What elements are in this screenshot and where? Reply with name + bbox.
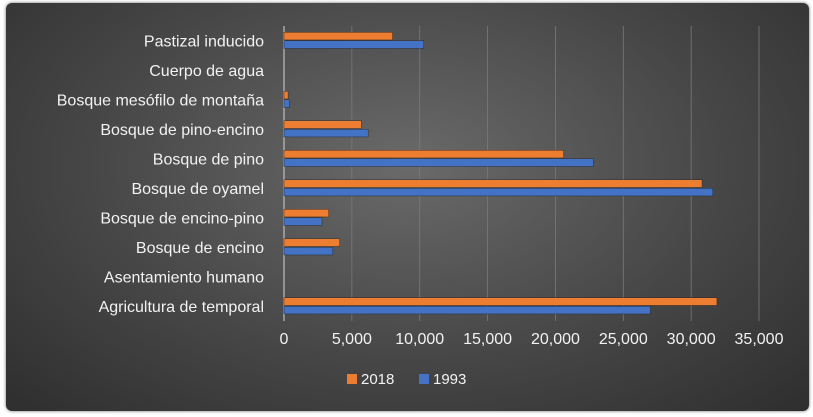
bar-2018 <box>283 209 329 218</box>
legend-swatch-1993 <box>419 374 429 384</box>
bar-1993 <box>283 306 651 315</box>
category-label: Bosque de encino <box>136 240 264 257</box>
bar-2018 <box>283 91 289 100</box>
x-tick-label: 10,000 <box>395 331 444 348</box>
bar-2018 <box>283 297 718 306</box>
bar-1993 <box>283 129 369 138</box>
bar-1993 <box>283 40 424 49</box>
x-tick-label: 15,000 <box>463 331 512 348</box>
bar-2018 <box>283 179 703 188</box>
bar-1993 <box>283 158 594 167</box>
category-label: Bosque de oyamel <box>131 181 264 198</box>
bar-2018 <box>283 150 564 159</box>
bar-1993 <box>283 217 323 226</box>
legend-swatch-2018 <box>347 374 357 384</box>
legend: 2018 1993 <box>347 371 466 388</box>
category-label: Bosque de pino-encino <box>100 122 264 139</box>
category-labels: Pastizal inducido Cuerpo de agua Bosque me… <box>57 33 264 316</box>
category-label: Cuerpo de agua <box>149 63 264 80</box>
chart-frame: Pastizal inducido Cuerpo de agua Bosque me… <box>6 3 809 411</box>
gridlines <box>283 26 760 321</box>
bar-1993 <box>283 247 334 256</box>
legend-label-1993: 1993 <box>433 371 466 388</box>
legend-label-2018: 2018 <box>361 371 394 388</box>
x-tick-label: 0 <box>280 331 289 348</box>
x-tick-label: 5,000 <box>332 331 372 348</box>
x-tick-label: 25,000 <box>599 331 648 348</box>
category-label: Pastizal inducido <box>144 33 264 50</box>
x-tick-label: 20,000 <box>531 331 580 348</box>
category-label: Asentamiento humano <box>104 269 264 286</box>
x-tick-labels: 0 5,000 10,000 15,000 20,000 25,000 30,000 35,0… <box>280 331 784 348</box>
bar-2018 <box>283 32 393 41</box>
bars <box>283 32 718 315</box>
category-label: Agricultura de temporal <box>99 299 264 316</box>
bar-1993 <box>283 188 714 197</box>
x-tick-label: 30,000 <box>667 331 716 348</box>
bar-2018 <box>283 120 362 129</box>
bar-chart: Pastizal inducido Cuerpo de agua Bosque me… <box>57 26 784 388</box>
bar-2018 <box>283 238 340 247</box>
category-label: Bosque de encino-pino <box>100 210 264 227</box>
category-label: Bosque mesófilo de montaña <box>57 92 264 109</box>
category-label: Bosque de pino <box>153 151 264 168</box>
x-tick-label: 35,000 <box>735 331 784 348</box>
bar-1993 <box>283 99 290 108</box>
